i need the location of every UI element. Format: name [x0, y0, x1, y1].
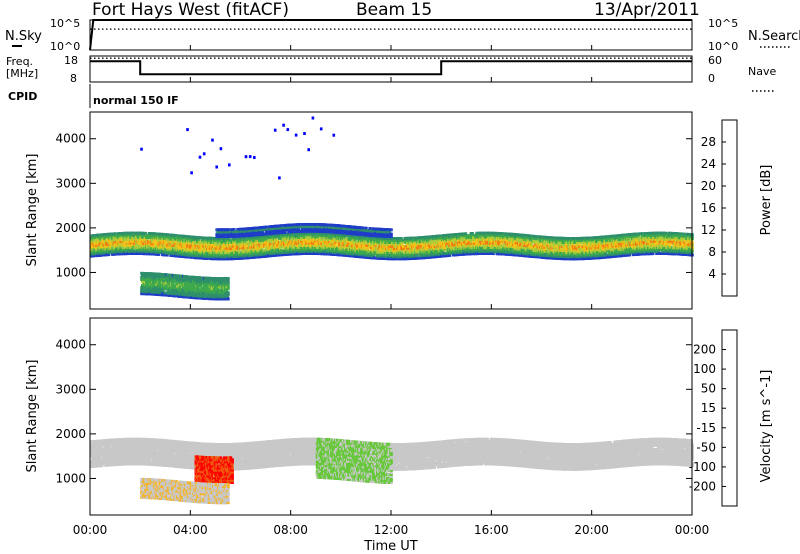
nave-tick-bottom: 0 [708, 72, 715, 85]
noise-left-tick-top: 10^5 [50, 17, 80, 30]
noise-right-tick-top: 10^5 [708, 17, 738, 30]
frequency-series-line [90, 61, 692, 74]
date-title: 13/Apr/2011 [594, 0, 700, 20]
freq-tick-bottom: 8 [70, 72, 77, 85]
noise-right-tick-bottom: 10^0 [708, 40, 738, 53]
freq-unit-label: [MHz] [6, 67, 38, 80]
freq-tick-top: 18 [64, 54, 78, 67]
cpid-value: normal 150 IF [93, 94, 179, 107]
nsearch-label: N.Search [748, 29, 800, 44]
frequency-series [90, 58, 692, 74]
station-title: Fort Hays West (fitACF) [92, 0, 289, 20]
nave-label: Nave [748, 65, 776, 78]
beam-title: Beam 15 [356, 0, 432, 20]
power-heatmap [90, 117, 694, 301]
nave-tick-top: 60 [708, 54, 722, 67]
cpid-label: CPID [8, 90, 37, 103]
noise-left-tick-bottom: 10^0 [50, 40, 80, 53]
nsky-label: N.Sky [5, 29, 42, 44]
